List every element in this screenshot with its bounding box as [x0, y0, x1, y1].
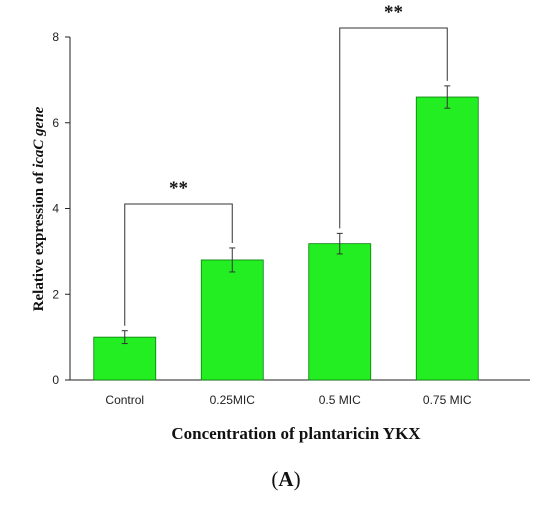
- y-tick-label: 4: [52, 202, 59, 216]
- bars-group: [93, 96, 479, 381]
- y-tick-label: 0: [52, 373, 59, 387]
- x-tick-label: Control: [105, 393, 144, 407]
- y-tick-label: 2: [52, 287, 59, 301]
- x-tick-label: 0.75 MIC: [423, 393, 472, 407]
- significance-bracket: [124, 203, 233, 326]
- bar: [415, 96, 479, 381]
- x-tick-label: 0.25MIC: [210, 393, 256, 407]
- panel-label: (A): [271, 467, 300, 491]
- significance-label: **: [169, 178, 188, 199]
- panel-label-letter: A: [278, 467, 294, 491]
- panel-label-close: ): [294, 467, 301, 491]
- bar: [308, 243, 372, 381]
- x-tick-label: 0.5 MIC: [319, 393, 361, 407]
- y-tick-labels: 0 2 4 6 8: [52, 30, 59, 387]
- x-axis-title: Concentration of plantaricin YKX: [171, 424, 421, 443]
- panel-label-open: (: [271, 467, 278, 491]
- significance-label: **: [384, 2, 403, 23]
- y-axis-title-italic: icaC gene: [31, 106, 47, 168]
- error-bars-group: [121, 85, 451, 345]
- significance-bracket: [339, 27, 448, 229]
- bar: [200, 259, 264, 381]
- significance-group: ** **: [124, 2, 448, 326]
- y-axis-title-text: Relative expression of: [31, 168, 47, 311]
- x-tick-labels: Control 0.25MIC 0.5 MIC 0.75 MIC: [105, 393, 472, 407]
- bar: [93, 336, 157, 381]
- y-axis-title: Relative expression of icaC gene: [31, 106, 47, 311]
- y-tick-label: 8: [52, 30, 59, 44]
- y-tick-label: 6: [52, 116, 59, 130]
